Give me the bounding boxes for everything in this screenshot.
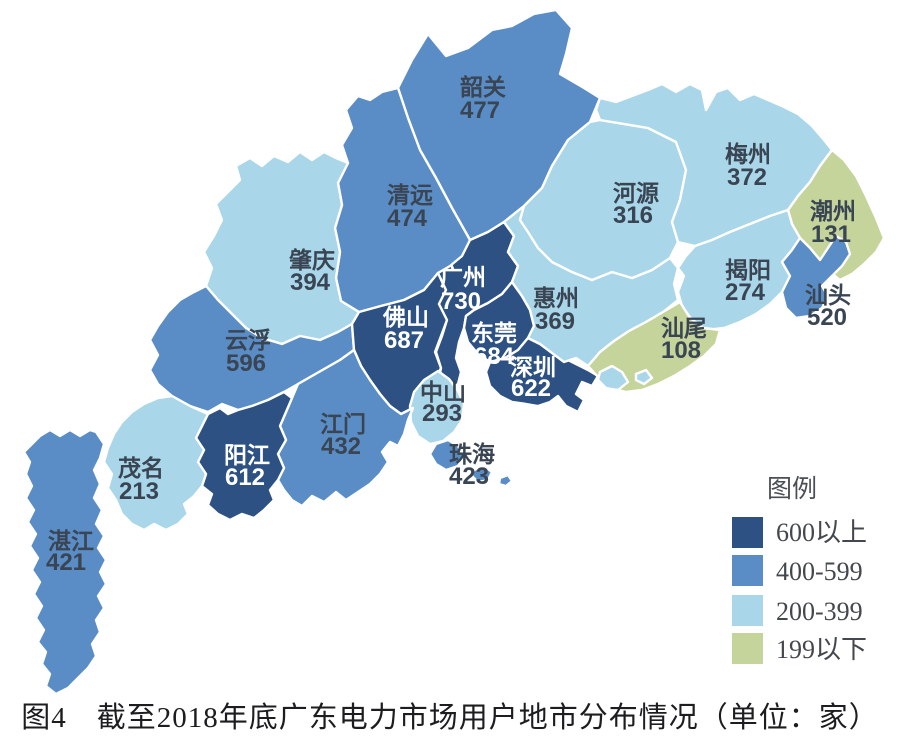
label-maoming-value: 213 (119, 478, 159, 505)
label-yunfu-name: 云浮 (225, 327, 271, 353)
legend-label-199minus: 199以下 (776, 635, 867, 664)
label-foshan-value: 687 (384, 327, 424, 354)
label-maoming-name: 茂名 (118, 455, 164, 481)
label-shaoguan-name: 韶关 (460, 74, 506, 100)
label-yangjiang-value: 612 (225, 464, 265, 491)
label-zhuhai-value: 423 (449, 463, 489, 490)
label-qingyuan-value: 474 (387, 205, 428, 232)
region-jieyang (676, 208, 802, 332)
map-canvas: 韶关 477 清远 474 梅州 372 河源 316 潮州 131 揭阳 27… (22, 8, 886, 696)
label-jiangmen-value: 432 (321, 433, 361, 460)
label-chaozhou-name: 潮州 (810, 198, 856, 224)
label-guangzhou-name: 广州 (440, 264, 486, 290)
region-zhuhai (428, 438, 514, 488)
label-zhanjiang-value: 421 (46, 549, 86, 576)
label-jieyang-value: 274 (725, 279, 766, 306)
label-zhongshan-value: 293 (422, 400, 462, 427)
label-shanwei-value: 108 (661, 337, 701, 364)
legend-swatch-199minus (732, 633, 763, 664)
legend-swatch-600plus (732, 517, 763, 548)
label-qingyuan-name: 清远 (387, 182, 433, 208)
region-chaozhou (786, 148, 886, 282)
label-zhaoqing-value: 394 (290, 269, 331, 296)
legend-label-200-399: 200-399 (776, 597, 863, 626)
label-huizhou-name: 惠州 (533, 285, 579, 311)
label-shantou-value: 520 (807, 304, 847, 331)
label-dongguan-value: 684 (474, 343, 515, 370)
label-shanwei-name: 汕尾 (661, 315, 707, 341)
figure-caption: 图4 截至2018年底广东电力市场用户地市分布情况（单位：家） (21, 702, 879, 734)
legend-label-600plus: 600以上 (776, 518, 867, 547)
region-shenzhen (484, 336, 600, 414)
label-yangjiang-name: 阳江 (224, 442, 270, 468)
label-huizhou-value: 369 (535, 308, 575, 335)
label-shantou-name: 汕头 (805, 282, 851, 308)
label-chaozhou-value: 131 (811, 221, 851, 248)
label-shenzhen-value: 622 (511, 375, 551, 402)
label-heyuan-name: 河源 (613, 180, 659, 206)
label-jiangmen-name: 江门 (320, 411, 366, 437)
region-shanwei (586, 300, 722, 394)
label-shenzhen-name: 深圳 (510, 354, 556, 380)
label-zhanjiang-name: 湛江 (48, 528, 94, 554)
legend-swatch-400-599 (732, 555, 763, 586)
map-legend: 图例 600以上 400-599 200-399 199以下 (732, 475, 867, 664)
region-labels: 韶关 477 清远 474 梅州 372 河源 316 潮州 131 揭阳 27… (46, 74, 856, 576)
legend-title: 图例 (767, 475, 817, 503)
region-shantou (780, 234, 852, 320)
label-meizhou-value: 372 (727, 164, 767, 191)
label-dongguan-name: 东莞 (471, 320, 517, 346)
region-zhanjiang (22, 428, 108, 696)
legend-swatch-200-399 (732, 595, 763, 626)
label-guangzhou-value: 730 (441, 288, 481, 315)
label-zhuhai-name: 珠海 (449, 441, 495, 467)
label-yunfu-value: 596 (226, 350, 266, 377)
label-meizhou-name: 梅州 (725, 141, 771, 167)
label-jieyang-name: 揭阳 (725, 257, 771, 283)
region-huizhou-islands (596, 364, 654, 392)
label-foshan-name: 佛山 (382, 304, 429, 330)
label-heyuan-value: 316 (613, 202, 653, 229)
label-zhaoqing-name: 肇庆 (289, 247, 335, 273)
region-maoming (102, 394, 210, 532)
label-zhongshan-name: 中山 (420, 379, 466, 405)
guangdong-choropleth-map: 韶关 477 清远 474 梅州 372 河源 316 潮州 131 揭阳 27… (22, 8, 886, 696)
label-shaoguan-value: 477 (460, 97, 500, 124)
legend-label-400-599: 400-599 (776, 557, 863, 586)
